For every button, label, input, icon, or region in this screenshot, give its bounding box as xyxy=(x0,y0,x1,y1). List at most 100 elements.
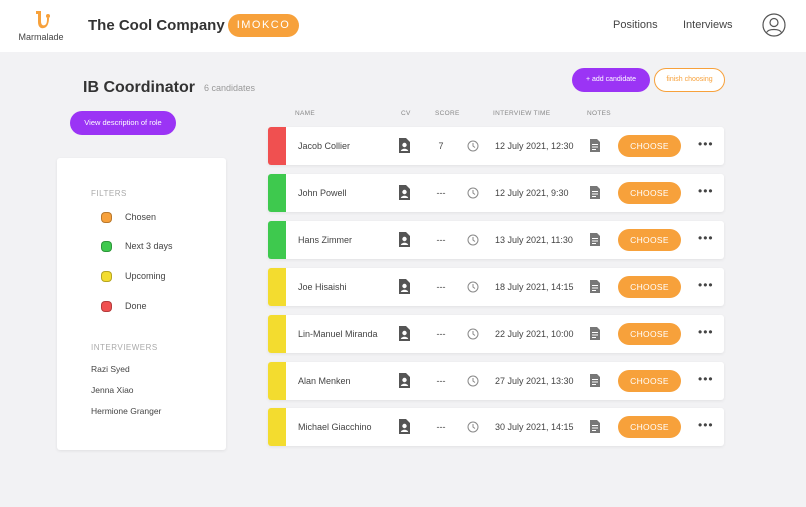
add-candidate-button[interactable]: + add candidate xyxy=(572,68,650,92)
candidate-name: Jacob Collier xyxy=(298,141,351,151)
cv-icon[interactable] xyxy=(398,372,410,389)
choose-button[interactable]: CHOOSE xyxy=(618,135,681,157)
notes-icon[interactable] xyxy=(590,185,600,200)
clock-icon xyxy=(467,140,479,152)
candidate-score: --- xyxy=(436,375,446,386)
interview-time: 30 July 2021, 14:15 xyxy=(495,422,574,433)
filter-label: Next 3 days xyxy=(125,241,173,251)
clock-icon xyxy=(467,421,479,433)
more-options-icon[interactable]: ••• xyxy=(698,418,714,433)
interview-time: 22 July 2021, 10:00 xyxy=(495,328,574,339)
filter-label: Chosen xyxy=(125,212,157,222)
interview-time: 18 July 2021, 14:15 xyxy=(495,281,574,292)
filter-panel: FILTERS Chosen Next 3 days Upcoming Done IN… xyxy=(57,158,226,450)
candidate-score: --- xyxy=(436,281,446,292)
candidate-name: Joe Hisaishi xyxy=(298,281,347,292)
choose-button[interactable]: CHOOSE xyxy=(618,416,681,439)
notes-icon[interactable] xyxy=(590,232,600,247)
column-header-interview-time: INTERVIEW TIME xyxy=(493,110,551,117)
nav-positions[interactable]: Positions xyxy=(613,19,658,31)
candidate-count: 6 candidates xyxy=(204,83,256,93)
clock-icon xyxy=(467,234,479,246)
company-logo[interactable]: Marmalade xyxy=(18,9,64,42)
filter-color-dot-icon xyxy=(101,212,112,223)
filter-color-dot-icon xyxy=(101,301,112,312)
choose-button[interactable]: CHOOSE xyxy=(618,228,681,251)
status-color-bar xyxy=(268,408,286,447)
candidate-row[interactable]: Lin-Manuel Miranda --- 22 July 2021, 10:00… xyxy=(268,314,724,353)
candidate-score: --- xyxy=(436,328,446,339)
cv-icon[interactable] xyxy=(398,325,410,342)
page-title: IB Coordinator xyxy=(83,79,195,96)
status-color-bar xyxy=(268,361,286,400)
clock-icon xyxy=(467,328,479,340)
clock-icon xyxy=(467,281,479,293)
filter-color-dot-icon xyxy=(101,241,112,252)
interview-time: 13 July 2021, 11:30 xyxy=(495,234,573,245)
interviewer-item[interactable]: Jenna Xiao xyxy=(91,385,134,395)
column-header-score: SCORE xyxy=(435,110,460,117)
interview-time: 27 July 2021, 13:30 xyxy=(495,375,574,386)
finish-choosing-button[interactable]: finish choosing xyxy=(654,68,725,92)
filter-color-dot-icon xyxy=(101,271,112,282)
more-options-icon[interactable]: ••• xyxy=(698,230,714,245)
user-avatar-icon[interactable] xyxy=(762,13,786,37)
more-options-icon[interactable]: ••• xyxy=(698,277,714,292)
view-description-button[interactable]: View description of role xyxy=(70,111,176,135)
cv-icon[interactable] xyxy=(398,138,410,154)
notes-icon[interactable] xyxy=(590,326,600,341)
candidate-row[interactable]: Hans Zimmer --- 13 July 2021, 11:30 CHOOSE •… xyxy=(268,220,724,259)
choose-button[interactable]: CHOOSE xyxy=(618,181,681,204)
notes-icon[interactable] xyxy=(590,279,600,294)
saxophone-logo-icon xyxy=(36,11,50,29)
notes-icon[interactable] xyxy=(590,373,600,388)
status-color-bar xyxy=(268,127,286,165)
choose-button[interactable]: CHOOSE xyxy=(618,275,681,298)
candidate-score: --- xyxy=(436,187,446,198)
status-color-bar xyxy=(268,173,286,212)
nav-interviews[interactable]: Interviews xyxy=(683,19,733,31)
cv-icon[interactable] xyxy=(398,419,410,435)
clock-icon xyxy=(467,375,479,387)
status-color-bar xyxy=(268,220,286,259)
candidate-row[interactable]: Michael Giacchino --- 30 July 2021, 14:15 C… xyxy=(268,408,724,447)
more-options-icon[interactable]: ••• xyxy=(698,371,714,386)
filter-label: Upcoming xyxy=(125,271,166,281)
column-header-cv: CV xyxy=(401,110,411,117)
interviewers-heading: INTERVIEWERS xyxy=(91,343,158,352)
candidate-score: --- xyxy=(436,234,446,245)
candidate-row[interactable]: Jacob Collier 7 12 July 2021, 12:30 CHOOSE •… xyxy=(268,127,724,165)
candidate-name: Hans Zimmer xyxy=(298,234,353,245)
logo-text: Marmalade xyxy=(18,32,64,42)
candidate-row[interactable]: Alan Menken --- 27 July 2021, 13:30 CHOOSE •… xyxy=(268,361,724,400)
more-options-icon[interactable]: ••• xyxy=(698,324,714,339)
notes-icon[interactable] xyxy=(590,139,600,153)
candidate-name: Michael Giacchino xyxy=(298,422,372,433)
candidate-name: John Powell xyxy=(298,187,347,198)
interviewer-item[interactable]: Razi Syed xyxy=(91,364,130,374)
org-badge[interactable]: IMOKCO xyxy=(228,14,299,37)
candidate-score: --- xyxy=(436,422,446,433)
top-header: Marmalade The Cool Company IMOKCO Positi… xyxy=(0,0,806,52)
candidate-row[interactable]: John Powell --- 12 July 2021, 9:30 CHOOSE ••… xyxy=(268,173,724,212)
candidate-score: 7 xyxy=(438,141,444,151)
notes-icon[interactable] xyxy=(590,420,600,434)
status-color-bar xyxy=(268,267,286,306)
cv-icon[interactable] xyxy=(398,231,410,248)
more-options-icon[interactable]: ••• xyxy=(698,183,714,198)
interviewer-item[interactable]: Hermione Granger xyxy=(91,406,162,416)
cv-icon[interactable] xyxy=(398,184,410,201)
column-header-notes: NOTES xyxy=(587,110,611,117)
clock-icon xyxy=(467,187,479,199)
company-name: The Cool Company xyxy=(88,17,225,34)
candidate-name: Lin-Manuel Miranda xyxy=(298,328,378,339)
column-header-name: NAME xyxy=(295,110,315,117)
more-options-icon[interactable]: ••• xyxy=(698,137,714,151)
cv-icon[interactable] xyxy=(398,278,410,295)
choose-button[interactable]: CHOOSE xyxy=(618,369,681,392)
candidate-name: Alan Menken xyxy=(298,375,351,386)
choose-button[interactable]: CHOOSE xyxy=(618,322,681,345)
candidate-row[interactable]: Joe Hisaishi --- 18 July 2021, 14:15 CHOOSE… xyxy=(268,267,724,306)
status-color-bar xyxy=(268,314,286,353)
interview-time: 12 July 2021, 9:30 xyxy=(495,187,569,198)
